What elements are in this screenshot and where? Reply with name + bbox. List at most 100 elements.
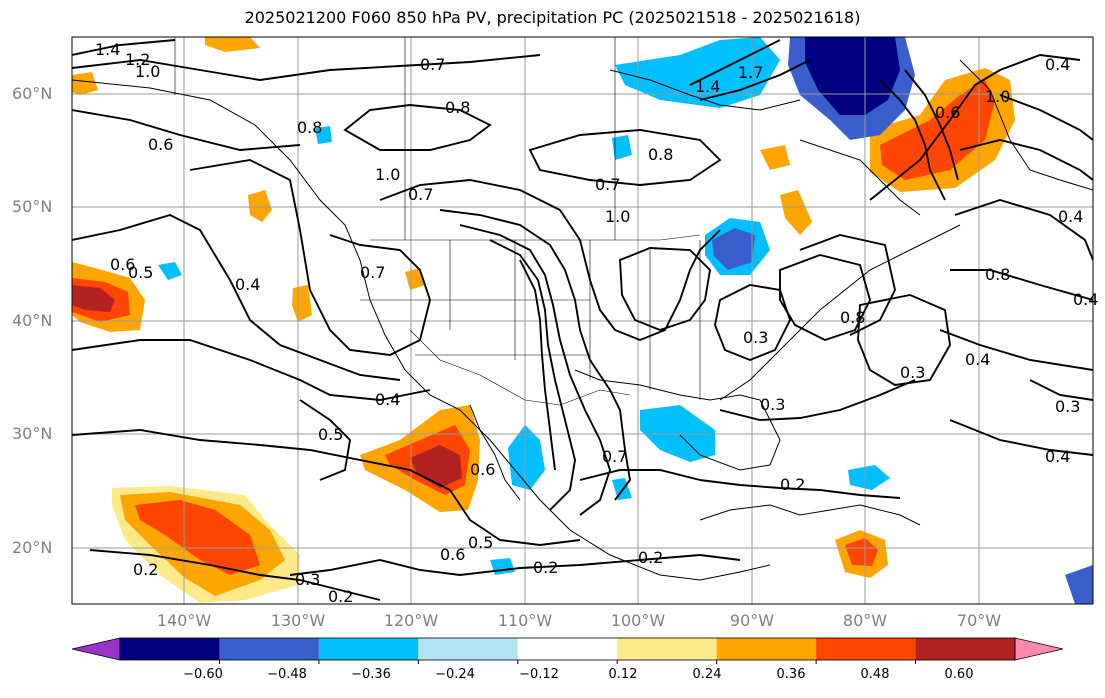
lon-label: 80°W bbox=[842, 611, 888, 630]
contour-label: 0.7 bbox=[595, 175, 620, 194]
contour-label: 0.5 bbox=[318, 425, 343, 444]
colorbar-tick-label: −0.48 bbox=[267, 667, 307, 682]
precip-negative-area bbox=[712, 228, 755, 270]
contour-label: 0.4 bbox=[235, 275, 260, 294]
colorbar-segment bbox=[418, 638, 518, 660]
colorbar-tick-label: 0.36 bbox=[776, 667, 806, 682]
lon-label: 70°W bbox=[956, 611, 1002, 630]
contour-label: 0.6 bbox=[440, 545, 465, 564]
lon-label: 90°W bbox=[729, 611, 775, 630]
contour-label: 0.5 bbox=[128, 263, 153, 282]
colorbar-segment bbox=[517, 638, 618, 660]
precip-negative-area bbox=[805, 37, 900, 115]
figure-title: 2025021200 F060 850 hPa PV, precipitatio… bbox=[244, 8, 861, 27]
contour-label: 0.4 bbox=[1058, 207, 1083, 226]
contour-label: 0.2 bbox=[638, 548, 663, 567]
lon-label: 110°W bbox=[497, 611, 553, 630]
contour-label: 0.3 bbox=[295, 570, 320, 589]
contour-label: 0.4 bbox=[1045, 447, 1070, 466]
colorbar-extend-max bbox=[1014, 637, 1064, 661]
lon-label: 120°W bbox=[383, 611, 439, 630]
contour-label: 1.4 bbox=[695, 77, 720, 96]
colorbar-tick-label: −0.60 bbox=[183, 667, 223, 682]
colorbar-segment bbox=[219, 638, 319, 660]
contour-label: 0.3 bbox=[1055, 397, 1080, 416]
contour-label: 0.4 bbox=[1073, 290, 1098, 309]
precip-negative-area bbox=[612, 478, 632, 500]
colorbar-segment bbox=[617, 638, 717, 660]
precip-positive-area bbox=[72, 285, 115, 312]
contour-label: 0.3 bbox=[760, 395, 785, 414]
precip-positive-area bbox=[405, 268, 425, 290]
lat-label: 60°N bbox=[12, 84, 53, 103]
colorbar-tick-label: 0.12 bbox=[608, 667, 638, 682]
contour-label: 0.8 bbox=[985, 265, 1010, 284]
contour-label: 1.0 bbox=[135, 62, 160, 81]
lat-label: 30°N bbox=[12, 424, 53, 443]
precip-positive-area bbox=[845, 538, 878, 566]
contour-label: 0.7 bbox=[602, 447, 627, 466]
precip-negative-area bbox=[1065, 565, 1093, 604]
plot-frame bbox=[71, 36, 1094, 605]
contour-label: 0.7 bbox=[408, 185, 433, 204]
contour-label: 0.2 bbox=[533, 558, 558, 577]
contour-label: 0.2 bbox=[133, 560, 158, 579]
precip-positive-area bbox=[292, 285, 312, 322]
contour-labels: 1.4 1.2 1.0 0.7 0.8 0.6 0.8 1.0 0.7 0.7 … bbox=[95, 40, 1098, 606]
precip-positive-area bbox=[248, 190, 272, 222]
colorbar-frame bbox=[119, 637, 1016, 661]
precip-positive-area bbox=[780, 190, 812, 235]
lat-label: 40°N bbox=[12, 311, 53, 330]
contour-label: 1.0 bbox=[985, 87, 1010, 106]
precip-negative-area bbox=[848, 465, 890, 490]
precip-negative-area bbox=[612, 135, 632, 160]
contour-label: 0.6 bbox=[110, 255, 135, 274]
contour-label: 0.8 bbox=[648, 145, 673, 164]
colorbar-segment bbox=[915, 638, 1015, 660]
contour-label: 1.2 bbox=[125, 50, 150, 69]
contour-label: 0.3 bbox=[900, 363, 925, 382]
precip-positive-area bbox=[880, 80, 995, 180]
precip-positive-area bbox=[135, 500, 260, 575]
pv-contours bbox=[72, 39, 1093, 601]
contour-label: 0.6 bbox=[470, 460, 495, 479]
coastlines bbox=[72, 59, 1093, 581]
lon-label: 140°W bbox=[156, 611, 212, 630]
contour-label: 0.7 bbox=[360, 263, 385, 282]
colorbar-segment bbox=[816, 638, 916, 660]
contour-label: 0.8 bbox=[445, 98, 470, 117]
colorbar bbox=[71, 637, 1064, 664]
contour-label: 1.4 bbox=[95, 40, 120, 59]
contour-label: 0.2 bbox=[780, 475, 805, 494]
colorbar-segment bbox=[120, 638, 220, 660]
contour-label: 1.0 bbox=[605, 207, 630, 226]
colorbar-tick-label: 0.60 bbox=[944, 667, 974, 682]
precip-negative-area bbox=[508, 425, 545, 490]
precip-positive-area bbox=[205, 37, 260, 52]
contour-label: 0.4 bbox=[965, 350, 990, 369]
contour-label: 0.8 bbox=[297, 118, 322, 137]
colorbar-tick-label: −0.12 bbox=[519, 667, 559, 682]
colorbar-tick-label: −0.24 bbox=[435, 667, 475, 682]
colorbar-segment bbox=[318, 638, 419, 660]
contour-label: 1.0 bbox=[375, 165, 400, 184]
contour-label: 0.4 bbox=[375, 390, 400, 409]
colorbar-segment bbox=[716, 638, 817, 660]
contour-label: 0.3 bbox=[743, 328, 768, 347]
contour-label: 0.6 bbox=[935, 103, 960, 122]
lat-label: 50°N bbox=[12, 197, 53, 216]
precip-positive-area bbox=[72, 72, 98, 95]
colorbar-tick-label: 0.48 bbox=[860, 667, 890, 682]
lon-label: 130°W bbox=[270, 611, 326, 630]
colorbar-extend-min bbox=[71, 637, 121, 661]
contour-label: 1.7 bbox=[738, 63, 763, 82]
contour-label: 0.5 bbox=[468, 533, 493, 552]
contour-label: 0.8 bbox=[840, 308, 865, 327]
contour-label: 0.4 bbox=[1045, 55, 1070, 74]
contour-label: 0.7 bbox=[420, 55, 445, 74]
precip-negative-area bbox=[158, 262, 182, 280]
colorbar-tick-label: −0.36 bbox=[351, 667, 391, 682]
colorbar-tick-label: 0.24 bbox=[692, 667, 722, 682]
contour-label: 0.6 bbox=[148, 135, 173, 154]
